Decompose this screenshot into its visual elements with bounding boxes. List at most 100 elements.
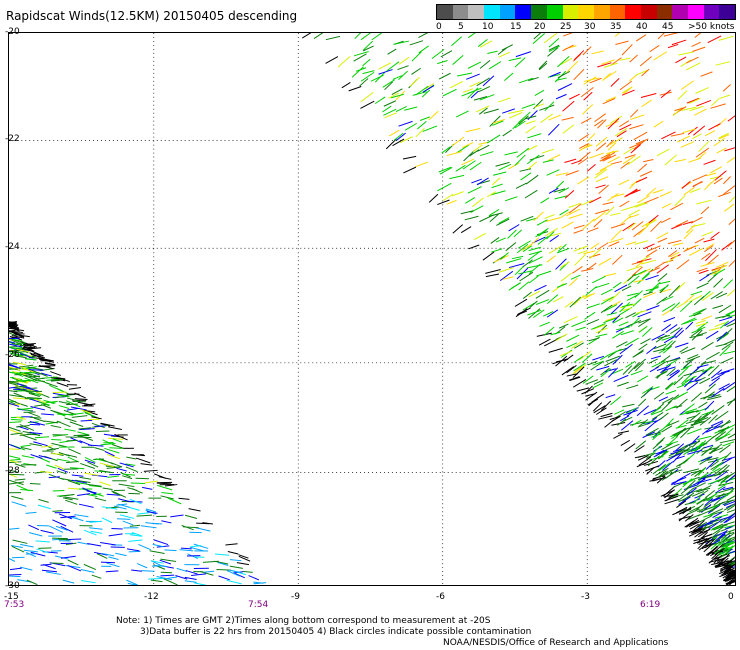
wind-barb (723, 503, 735, 511)
wind-barb (610, 302, 623, 315)
wind-barb (363, 45, 374, 52)
wind-barb (653, 343, 667, 350)
wind-barb (559, 209, 569, 216)
wind-barb (495, 161, 510, 167)
wind-barb (558, 187, 570, 194)
wind-barb (640, 255, 651, 262)
wind-barb (362, 40, 374, 51)
wind-barb (16, 379, 27, 383)
wind-barb (253, 582, 267, 585)
wind-barb (642, 431, 656, 439)
wind-barb (696, 267, 708, 273)
wind-barb (20, 543, 34, 548)
wind-barb (680, 141, 695, 148)
wind-barb (717, 370, 730, 375)
wind-barb (623, 147, 634, 155)
wind-barb (463, 150, 475, 162)
wind-barb (644, 420, 657, 432)
wind-barb (655, 370, 669, 379)
wind-barb (678, 507, 692, 515)
wind-barb (9, 461, 22, 464)
wind-barb (689, 523, 699, 530)
legend-swatch (515, 5, 532, 19)
wind-barb (607, 118, 620, 130)
legend-swatch (672, 5, 688, 19)
wind-barb (229, 565, 243, 569)
wind-barb (566, 364, 577, 374)
wind-barb (697, 509, 712, 517)
wind-barb (67, 487, 80, 490)
wind-barb (574, 254, 586, 266)
wind-barb (630, 109, 639, 118)
wind-barb (56, 420, 71, 428)
wind-barb (674, 106, 686, 112)
wind-barb (719, 94, 731, 99)
wind-barb (694, 108, 707, 116)
wind-barb (46, 447, 59, 451)
wind-barb (625, 241, 637, 246)
wind-barb (637, 398, 647, 407)
wind-barb (684, 377, 694, 388)
wind-barb (713, 268, 726, 277)
wind-barb (704, 383, 716, 394)
wind-barb (709, 508, 724, 516)
wind-barb (629, 142, 643, 149)
wind-barb (637, 311, 652, 318)
wind-barb (19, 566, 33, 571)
wind-barb (301, 33, 312, 39)
wind-barb (15, 401, 28, 407)
wind-barb (667, 43, 679, 49)
wind-barb (25, 358, 37, 361)
wind-barb (685, 321, 694, 330)
wind-barb (642, 386, 654, 394)
wind-barb (648, 214, 659, 224)
wind-barb (613, 433, 623, 439)
wind-barb (592, 324, 606, 330)
wind-barb (428, 193, 439, 203)
wind-barb (592, 360, 605, 366)
wind-barb (539, 321, 551, 327)
wind-barb (726, 509, 735, 514)
wind-barb (80, 419, 93, 422)
wind-barb (649, 478, 662, 482)
wind-barb (571, 320, 587, 328)
wind-barb (498, 163, 512, 171)
wind-barb (711, 530, 721, 538)
wind-barb (610, 223, 626, 229)
wind-barb (708, 519, 722, 530)
wind-barb (659, 412, 669, 421)
wind-barb (670, 202, 684, 211)
wind-barb (226, 570, 240, 577)
wind-barb (184, 514, 198, 520)
wind-barb (721, 499, 735, 504)
wind-barb (160, 495, 174, 500)
wind-barb (715, 410, 729, 421)
wind-barb (568, 213, 583, 220)
wind-barb (555, 258, 567, 270)
wind-barb (48, 384, 64, 393)
wind-barb (600, 288, 613, 296)
wind-barb (385, 138, 397, 150)
wind-barb (697, 435, 712, 441)
wind-barb (9, 400, 17, 406)
wind-barb (656, 475, 666, 484)
wind-barb (148, 577, 164, 580)
note-line-2: 3)Data buffer is 22 hrs from 20150405 4)… (140, 627, 532, 637)
wind-barb (663, 317, 676, 323)
wind-barb (387, 48, 397, 55)
wind-barb (360, 33, 372, 41)
wind-barb (422, 85, 435, 93)
wind-barb (636, 405, 650, 417)
wind-barb (625, 312, 636, 319)
wind-barb (390, 93, 405, 99)
wind-barb (618, 321, 629, 327)
wind-barb (687, 428, 702, 435)
wind-barb (728, 512, 735, 520)
wind-barb (563, 33, 573, 37)
wind-barb (78, 427, 92, 430)
wind-barb (623, 86, 633, 95)
wind-barb (718, 191, 731, 198)
wind-barb (325, 35, 341, 41)
wind-barb (610, 212, 621, 216)
wind-barb (687, 126, 698, 135)
